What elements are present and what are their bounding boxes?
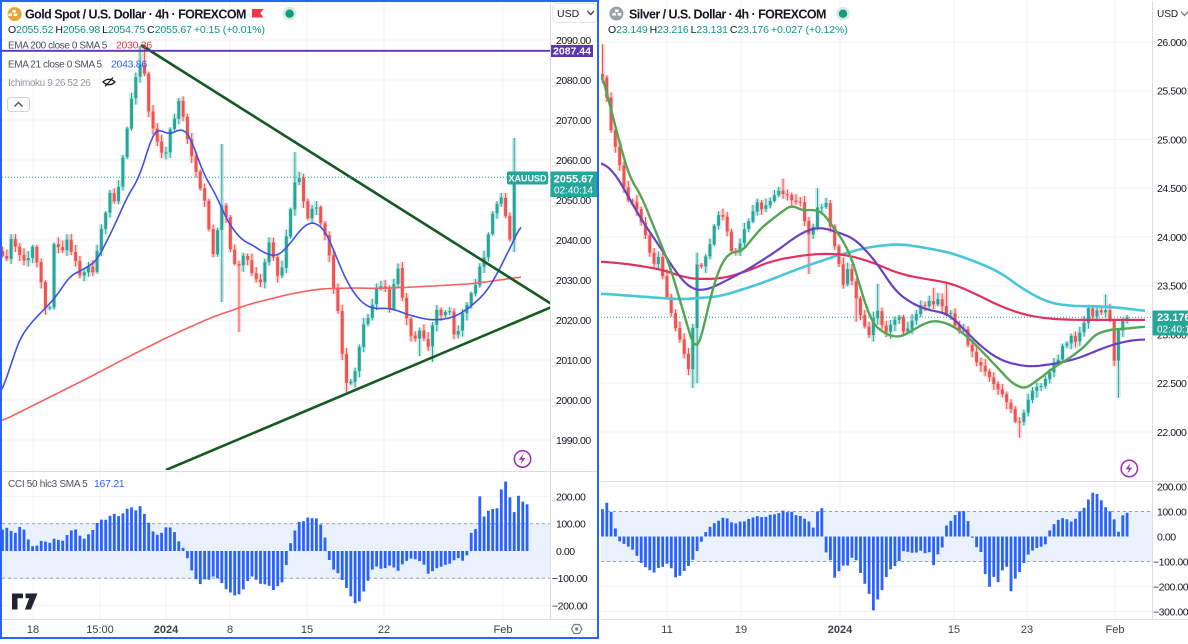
svg-text:2024: 2024 bbox=[828, 624, 853, 636]
svg-text:200.00: 200.00 bbox=[556, 492, 586, 504]
svg-text:11: 11 bbox=[661, 624, 672, 636]
svg-text:15: 15 bbox=[301, 624, 313, 636]
svg-text:Ichimoku 9 26 52 26: Ichimoku 9 26 52 26 bbox=[8, 78, 91, 89]
svg-text:−100.00: −100.00 bbox=[552, 573, 588, 585]
svg-text:−200.00: −200.00 bbox=[552, 600, 588, 612]
svg-text:2030.36: 2030.36 bbox=[116, 40, 152, 52]
svg-text:2060.00: 2060.00 bbox=[556, 155, 591, 167]
svg-text:EMA 21 close 0 SMA 5: EMA 21 close 0 SMA 5 bbox=[8, 60, 103, 71]
svg-text:Gold Spot / U.S. Dollar · 4h ·: Gold Spot / U.S. Dollar · 4h · FOREXCOM bbox=[25, 8, 246, 22]
svg-text:18: 18 bbox=[27, 624, 39, 636]
svg-text:2080.00: 2080.00 bbox=[556, 75, 591, 87]
svg-text:22.500: 22.500 bbox=[1157, 378, 1187, 390]
svg-text:24.500: 24.500 bbox=[1157, 183, 1187, 195]
svg-text:2070.00: 2070.00 bbox=[556, 115, 591, 127]
svg-text:Silver / U.S. Dollar · 4h · FO: Silver / U.S. Dollar · 4h · FOREXCOM bbox=[629, 8, 826, 22]
svg-text:XAUUSD: XAUUSD bbox=[508, 173, 547, 183]
svg-text:22: 22 bbox=[378, 624, 390, 636]
svg-text:23.176: 23.176 bbox=[1157, 312, 1188, 324]
svg-text:15:00: 15:00 bbox=[86, 624, 114, 636]
svg-text:CCI 50 hlc3 SMA 5: CCI 50 hlc3 SMA 5 bbox=[8, 479, 88, 490]
svg-text:Feb: Feb bbox=[1106, 624, 1125, 636]
svg-text:24.000: 24.000 bbox=[1157, 232, 1187, 244]
svg-text:2024: 2024 bbox=[154, 624, 179, 636]
svg-text:2043.86: 2043.86 bbox=[111, 59, 147, 71]
svg-text:−300.00: −300.00 bbox=[1153, 606, 1188, 618]
svg-text:2055.67: 2055.67 bbox=[554, 173, 594, 185]
svg-text:0.00: 0.00 bbox=[556, 546, 575, 558]
svg-text:8: 8 bbox=[227, 624, 233, 636]
svg-text:100.00: 100.00 bbox=[1157, 506, 1187, 518]
svg-text:2040.00: 2040.00 bbox=[556, 235, 591, 247]
svg-text:25.500: 25.500 bbox=[1157, 86, 1187, 98]
svg-text:200.00: 200.00 bbox=[1157, 481, 1187, 493]
svg-text:1990.00: 1990.00 bbox=[556, 435, 591, 447]
svg-text:0.00: 0.00 bbox=[1157, 531, 1176, 543]
svg-text:O2055.52 H2056.98 L2054.75 C20: O2055.52 H2056.98 L2054.75 C2055.67 +0.1… bbox=[8, 24, 265, 36]
svg-text:100.00: 100.00 bbox=[556, 519, 586, 531]
svg-text:−200.00: −200.00 bbox=[1153, 581, 1188, 593]
svg-text:15: 15 bbox=[948, 624, 960, 636]
svg-text:02:40:1: 02:40:1 bbox=[1157, 324, 1188, 335]
svg-text:2030.00: 2030.00 bbox=[556, 275, 591, 287]
svg-text:Feb: Feb bbox=[494, 624, 513, 636]
svg-text:23.500: 23.500 bbox=[1157, 281, 1187, 293]
svg-text:23: 23 bbox=[1021, 624, 1033, 636]
svg-text:O23.149 H23.216 L23.131 C23.17: O23.149 H23.216 L23.131 C23.176 +0.027 (… bbox=[608, 24, 848, 36]
svg-text:−100.00: −100.00 bbox=[1153, 556, 1188, 568]
svg-text:22.000: 22.000 bbox=[1157, 427, 1187, 439]
svg-text:19: 19 bbox=[735, 624, 747, 636]
svg-text:02:40:14: 02:40:14 bbox=[554, 186, 593, 197]
svg-text:USD: USD bbox=[557, 8, 580, 20]
svg-text:USD: USD bbox=[1157, 9, 1178, 20]
svg-text:167.21: 167.21 bbox=[94, 478, 125, 490]
svg-text:2010.00: 2010.00 bbox=[556, 355, 591, 367]
svg-text:2000.00: 2000.00 bbox=[556, 395, 591, 407]
svg-text:26.000: 26.000 bbox=[1157, 37, 1187, 49]
svg-text:25.000: 25.000 bbox=[1157, 134, 1187, 146]
svg-text:EMA 200 close 0 SMA 5: EMA 200 close 0 SMA 5 bbox=[8, 41, 108, 52]
svg-text:2020.00: 2020.00 bbox=[556, 315, 591, 327]
svg-text:2087.44: 2087.44 bbox=[553, 46, 591, 58]
